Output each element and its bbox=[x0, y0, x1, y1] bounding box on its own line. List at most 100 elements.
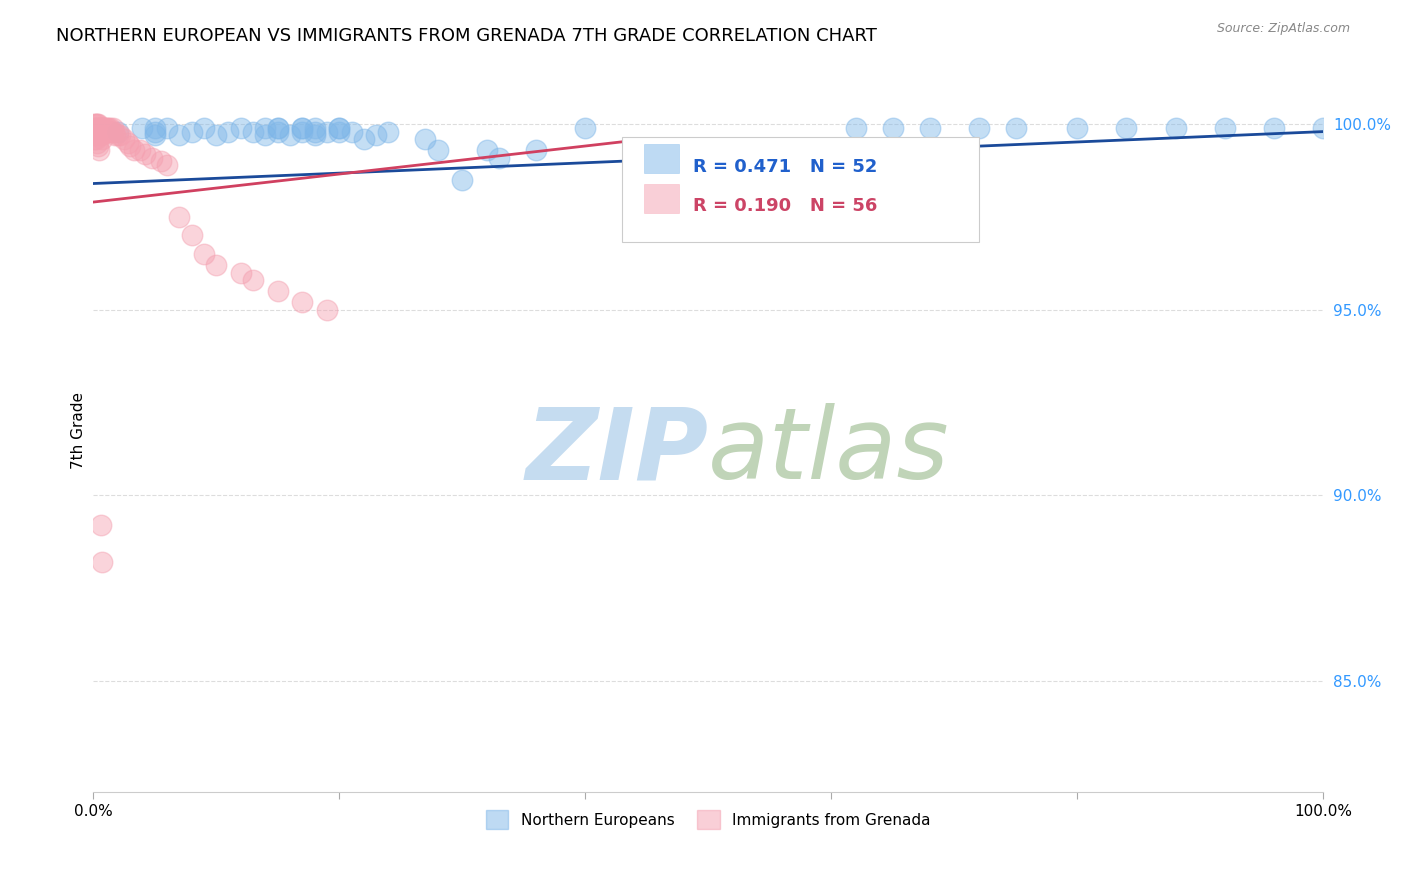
Point bbox=[218, 125, 240, 139]
Point bbox=[267, 120, 290, 135]
Point bbox=[1263, 120, 1285, 135]
Text: R = 0.471   N = 52: R = 0.471 N = 52 bbox=[693, 158, 877, 176]
Text: R = 0.190   N = 56: R = 0.190 N = 56 bbox=[693, 197, 877, 215]
Point bbox=[316, 125, 339, 139]
Point bbox=[93, 125, 115, 139]
Point bbox=[291, 120, 314, 135]
Text: Source: ZipAtlas.com: Source: ZipAtlas.com bbox=[1216, 22, 1350, 36]
Point bbox=[524, 143, 547, 157]
Point bbox=[86, 120, 108, 135]
Legend: Northern Europeans, Immigrants from Grenada: Northern Europeans, Immigrants from Gren… bbox=[479, 804, 936, 835]
Point bbox=[229, 120, 252, 135]
Point bbox=[143, 128, 166, 143]
Point bbox=[304, 125, 326, 139]
Point bbox=[90, 132, 112, 146]
Point bbox=[267, 120, 290, 135]
Point bbox=[117, 136, 139, 150]
Point bbox=[169, 210, 191, 224]
Point bbox=[89, 120, 111, 135]
Point bbox=[107, 125, 129, 139]
Point bbox=[84, 120, 107, 135]
Point bbox=[1066, 120, 1088, 135]
Point bbox=[1004, 120, 1026, 135]
Point bbox=[86, 136, 108, 150]
Point bbox=[156, 120, 179, 135]
Point bbox=[328, 125, 350, 139]
FancyBboxPatch shape bbox=[644, 185, 679, 213]
Point bbox=[413, 132, 436, 146]
Point bbox=[86, 117, 108, 131]
Point bbox=[83, 117, 105, 131]
Point bbox=[918, 120, 941, 135]
Y-axis label: 7th Grade: 7th Grade bbox=[72, 392, 86, 468]
Point bbox=[103, 125, 125, 139]
Point bbox=[90, 555, 112, 569]
Point bbox=[100, 120, 122, 135]
Point bbox=[254, 128, 277, 143]
Point bbox=[91, 120, 114, 135]
Point bbox=[242, 273, 264, 287]
Point bbox=[316, 302, 339, 317]
Point bbox=[107, 128, 129, 143]
Point bbox=[697, 154, 720, 169]
Point bbox=[205, 258, 228, 272]
Point bbox=[967, 120, 990, 135]
Point bbox=[254, 120, 277, 135]
Point bbox=[100, 125, 122, 139]
Point bbox=[122, 143, 145, 157]
Point bbox=[90, 120, 112, 135]
Text: NORTHERN EUROPEAN VS IMMIGRANTS FROM GRENADA 7TH GRADE CORRELATION CHART: NORTHERN EUROPEAN VS IMMIGRANTS FROM GRE… bbox=[56, 27, 877, 45]
Point bbox=[475, 143, 498, 157]
Point bbox=[328, 120, 350, 135]
Point bbox=[488, 151, 510, 165]
Point bbox=[101, 120, 124, 135]
Point bbox=[1115, 120, 1137, 135]
Point bbox=[180, 125, 202, 139]
Point bbox=[104, 128, 127, 143]
Point bbox=[1213, 120, 1236, 135]
Point bbox=[112, 132, 135, 146]
Point bbox=[328, 120, 350, 135]
Point bbox=[451, 173, 474, 187]
Point bbox=[278, 128, 301, 143]
Point bbox=[143, 125, 166, 139]
Point bbox=[90, 517, 112, 532]
Point bbox=[120, 139, 142, 153]
Point bbox=[353, 132, 375, 146]
Point bbox=[291, 125, 314, 139]
Text: atlas: atlas bbox=[709, 403, 950, 500]
Point bbox=[267, 284, 290, 298]
Point bbox=[304, 128, 326, 143]
Point bbox=[87, 139, 110, 153]
Point bbox=[143, 120, 166, 135]
Point bbox=[89, 143, 111, 157]
Point bbox=[291, 295, 314, 310]
Point bbox=[193, 120, 215, 135]
Point bbox=[149, 154, 172, 169]
Point bbox=[86, 125, 108, 139]
Point bbox=[98, 125, 121, 139]
Point bbox=[131, 120, 153, 135]
Point bbox=[366, 128, 388, 143]
Point bbox=[426, 143, 449, 157]
FancyBboxPatch shape bbox=[644, 145, 679, 173]
Point bbox=[377, 125, 399, 139]
Text: ZIP: ZIP bbox=[526, 403, 709, 500]
Point bbox=[574, 120, 596, 135]
Point bbox=[84, 125, 107, 139]
Point bbox=[169, 128, 191, 143]
Point bbox=[193, 247, 215, 261]
Point bbox=[340, 125, 363, 139]
Point bbox=[96, 120, 118, 135]
Point bbox=[304, 120, 326, 135]
Point bbox=[242, 125, 264, 139]
Point bbox=[83, 132, 105, 146]
Point bbox=[89, 128, 111, 143]
Point bbox=[83, 128, 105, 143]
Point bbox=[97, 120, 120, 135]
Point bbox=[141, 151, 163, 165]
Point bbox=[90, 120, 112, 135]
Point bbox=[87, 117, 110, 131]
Point bbox=[129, 143, 152, 157]
FancyBboxPatch shape bbox=[621, 137, 979, 242]
